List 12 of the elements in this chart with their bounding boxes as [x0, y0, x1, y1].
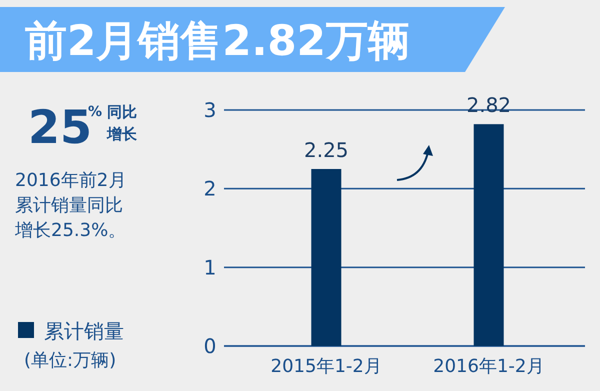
y-tick-label: 2	[204, 176, 216, 201]
data-label: 2.25	[304, 138, 349, 162]
y-tick-label: 0	[204, 334, 216, 358]
x-tick-label: 2016年1-2月	[433, 356, 544, 377]
text: 2016年前2月累计销量同比增长25.3%。	[14, 170, 126, 241]
y-tick-label: 1	[204, 255, 216, 280]
text: 同比增长	[106, 103, 138, 143]
y-tick-label: 3	[204, 98, 216, 122]
x-tick-label: 2015年1-2月	[270, 356, 382, 377]
text: (单位:万辆)	[24, 350, 116, 371]
legend-label: 累计销量	[44, 319, 124, 343]
chart-title: 前2月销售2.82万辆	[25, 16, 410, 65]
